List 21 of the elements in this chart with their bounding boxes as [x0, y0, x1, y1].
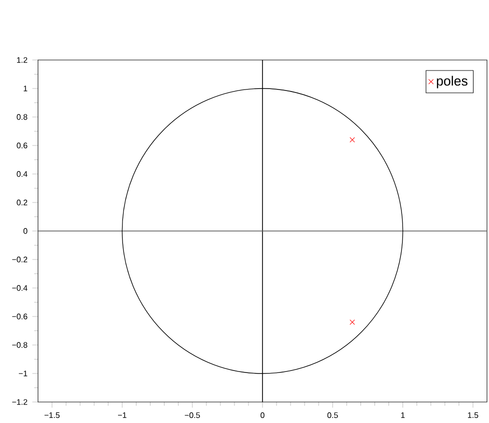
x-tick-label: −1.5 [44, 412, 60, 418]
x-tick-label: −0.5 [184, 412, 200, 418]
x-tick-label: 0.5 [327, 412, 338, 418]
legend-label: poles [436, 76, 468, 88]
x-tick-label: 0 [260, 412, 264, 418]
x-tick-label: 1 [401, 412, 405, 418]
y-tick-label: −0.4 [12, 285, 28, 291]
y-tick-label: −1.2 [12, 399, 28, 405]
y-tick-label: −0.6 [12, 314, 28, 320]
y-tick-label: 0.8 [16, 114, 28, 120]
y-tick-label: −1 [18, 370, 28, 376]
y-tick-label: −0.2 [12, 256, 28, 262]
y-tick-label: 0 [23, 228, 28, 234]
y-tick-label: 0.4 [16, 171, 28, 177]
y-tick-label: 1 [24, 86, 28, 92]
y-tick-label: 0.6 [16, 142, 28, 148]
y-tick-label: −0.8 [12, 342, 28, 348]
x-tick-label: −1 [118, 412, 126, 418]
y-tick-label: 1.2 [17, 57, 28, 63]
y-tick-label: 0.2 [16, 200, 28, 206]
x-tick-label: 1.5 [468, 412, 478, 418]
